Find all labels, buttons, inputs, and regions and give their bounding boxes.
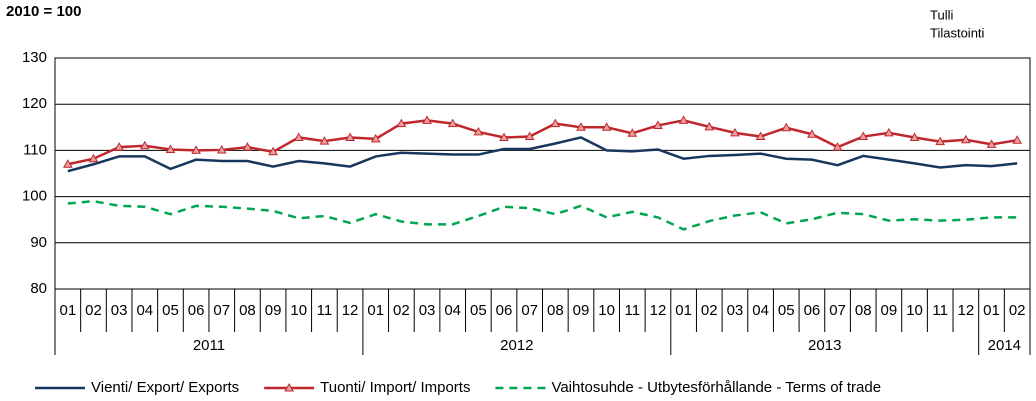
point-marker bbox=[216, 144, 227, 154]
point-marker bbox=[601, 122, 612, 131]
series-line bbox=[67, 199, 1018, 231]
point-marker bbox=[499, 132, 509, 141]
point-marker bbox=[807, 129, 817, 138]
x-tick-label: 03 bbox=[727, 302, 744, 319]
x-tick-label: 05 bbox=[778, 302, 795, 319]
point-marker bbox=[88, 153, 99, 163]
x-tick-label: 11 bbox=[932, 302, 948, 319]
x-tick-label: 09 bbox=[265, 302, 282, 319]
x-tick-label: 07 bbox=[521, 302, 538, 319]
x-tick-label: 01 bbox=[983, 302, 1000, 319]
legend-marker bbox=[284, 382, 294, 392]
x-tick-label: 02 bbox=[85, 302, 102, 319]
x-tick-label: 01 bbox=[675, 302, 692, 319]
point-marker bbox=[114, 142, 125, 151]
x-tick-label: 06 bbox=[804, 302, 821, 319]
point-marker bbox=[319, 136, 330, 145]
legend-label: Vaihtosuhde - Utbytesförhållande - Terms… bbox=[551, 379, 881, 396]
x-tick-label: 02 bbox=[393, 302, 410, 319]
point-marker bbox=[576, 122, 586, 131]
point-marker bbox=[165, 144, 176, 153]
year-label: 2012 bbox=[500, 337, 533, 354]
y-tick-label: 110 bbox=[23, 141, 47, 158]
x-tick-label: 12 bbox=[342, 302, 359, 319]
point-marker bbox=[293, 132, 304, 141]
source: Tulli bbox=[930, 7, 953, 22]
point-marker bbox=[704, 121, 715, 131]
point-marker bbox=[242, 142, 253, 151]
x-tick-label: 12 bbox=[958, 302, 975, 319]
x-tick-label: 03 bbox=[111, 302, 128, 319]
point-marker bbox=[960, 134, 971, 144]
x-tick-label: 07 bbox=[829, 302, 846, 319]
x-tick-label: 10 bbox=[906, 302, 923, 319]
x-tick-label: 08 bbox=[547, 302, 564, 319]
x-tick-label: 12 bbox=[650, 302, 667, 319]
point-marker bbox=[832, 142, 843, 151]
point-marker bbox=[627, 128, 638, 137]
point-marker bbox=[858, 131, 869, 141]
y-tick-label: 80 bbox=[30, 280, 47, 297]
point-marker bbox=[370, 133, 381, 143]
point-marker bbox=[678, 115, 689, 124]
x-tick-label: 08 bbox=[239, 302, 256, 319]
x-tick-label: 10 bbox=[598, 302, 615, 319]
series-line bbox=[67, 119, 1018, 166]
year-label: 2011 bbox=[193, 337, 225, 354]
x-tick-label: 08 bbox=[855, 302, 872, 319]
year-label: 2014 bbox=[988, 337, 1021, 354]
point-marker bbox=[524, 131, 535, 141]
point-marker bbox=[447, 118, 458, 128]
point-marker bbox=[653, 120, 663, 129]
year-label: 2013 bbox=[808, 337, 841, 354]
x-tick-label: 09 bbox=[573, 302, 590, 319]
y-tick-label: 100 bbox=[22, 188, 47, 205]
y-tick-label: 90 bbox=[30, 234, 47, 251]
x-tick-label: 03 bbox=[419, 302, 436, 319]
point-marker bbox=[139, 140, 150, 150]
x-tick-label: 04 bbox=[444, 302, 461, 319]
y-tick-label: 130 bbox=[22, 49, 47, 66]
x-tick-label: 02 bbox=[701, 302, 718, 319]
point-marker bbox=[473, 126, 484, 136]
point-marker bbox=[62, 159, 73, 168]
point-marker bbox=[422, 115, 432, 124]
legend-label: Vienti/ Export/ Exports bbox=[91, 379, 239, 396]
source: Tilastointi bbox=[930, 25, 985, 40]
x-tick-label: 11 bbox=[317, 302, 333, 319]
legend-label: Tuonti/ Import/ Imports bbox=[320, 379, 470, 396]
plot-frame bbox=[54, 57, 1031, 290]
x-tick-label: 06 bbox=[188, 302, 205, 319]
point-marker bbox=[909, 132, 920, 141]
x-tick-label: 10 bbox=[290, 302, 307, 319]
point-marker bbox=[986, 139, 997, 148]
point-marker bbox=[755, 131, 766, 141]
point-marker bbox=[191, 145, 201, 154]
point-marker bbox=[730, 127, 740, 137]
x-tick-label: 01 bbox=[59, 302, 76, 319]
point-marker bbox=[268, 146, 278, 156]
x-tick-label: 01 bbox=[367, 302, 384, 319]
point-marker bbox=[345, 132, 355, 141]
x-tick-label: 04 bbox=[752, 302, 769, 319]
x-tick-label: 05 bbox=[162, 302, 179, 319]
x-tick-label: 11 bbox=[625, 302, 641, 319]
point-marker bbox=[884, 127, 894, 137]
x-tick-label: 07 bbox=[213, 302, 230, 319]
point-marker bbox=[550, 118, 561, 128]
x-tick-label: 04 bbox=[136, 302, 153, 319]
point-marker bbox=[1012, 135, 1023, 144]
x-tick-label: 06 bbox=[496, 302, 513, 319]
series-line bbox=[67, 136, 1018, 173]
subtitle: 2010 = 100 bbox=[6, 3, 82, 20]
y-tick-label: 120 bbox=[22, 95, 47, 112]
point-marker bbox=[935, 136, 946, 146]
x-tick-label: 09 bbox=[881, 302, 898, 319]
x-tick-label: 02 bbox=[1009, 302, 1026, 319]
point-marker bbox=[781, 122, 792, 132]
point-marker bbox=[396, 118, 407, 128]
x-tick-label: 05 bbox=[470, 302, 487, 319]
